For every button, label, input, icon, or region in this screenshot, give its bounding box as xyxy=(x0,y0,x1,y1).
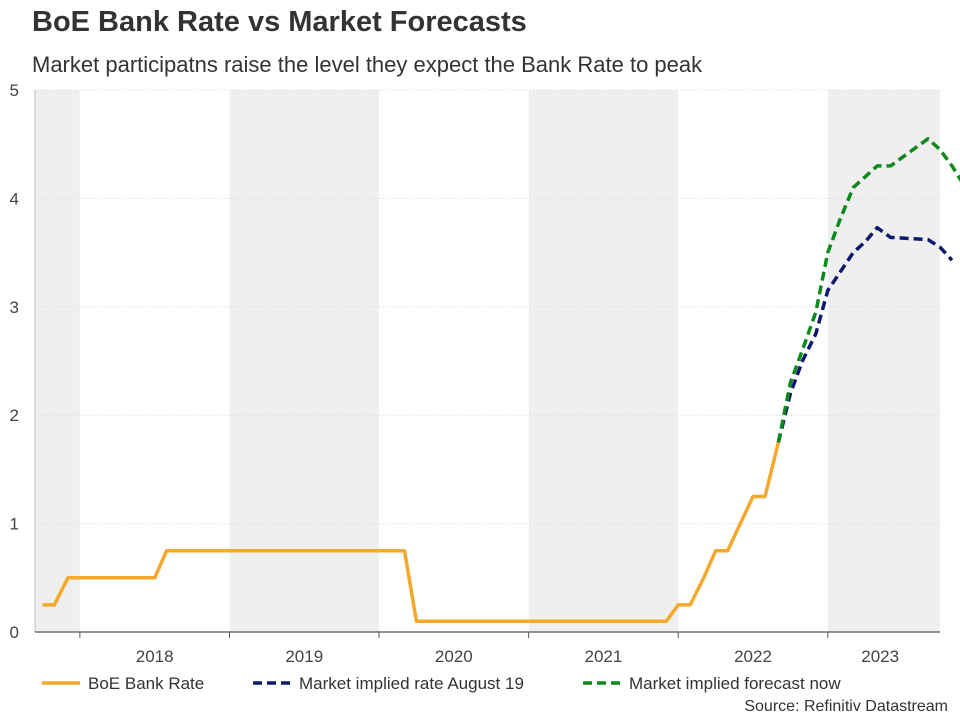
shaded-year-bands xyxy=(35,90,940,632)
series-line-market-implied-forecast-now xyxy=(776,137,960,443)
chart-title: BoE Bank Rate vs Market Forecasts xyxy=(32,6,527,38)
y-tick-label: 3 xyxy=(10,298,19,317)
x-tick-label: 2020 xyxy=(435,647,473,666)
y-tick-label: 1 xyxy=(10,515,19,534)
legend-label-2: Market implied forecast now xyxy=(629,674,841,693)
y-axis-tick-labels: 0 1 2 3 4 5 xyxy=(10,81,19,642)
chart-subtitle: Market participatns raise the level they… xyxy=(32,52,703,77)
series-lines xyxy=(42,137,960,623)
x-tick-label: 2023 xyxy=(861,647,899,666)
legend: BoE Bank Rate Market implied rate August … xyxy=(42,674,841,693)
x-tick-label: 2018 xyxy=(136,647,174,666)
x-tick-label: 2022 xyxy=(734,647,772,666)
series-line-boe-bank-rate xyxy=(42,441,781,623)
x-tick-label: 2021 xyxy=(585,647,623,666)
y-tick-label: 5 xyxy=(10,81,19,100)
y-tick-label: 4 xyxy=(10,189,19,208)
legend-label-0: BoE Bank Rate xyxy=(88,674,204,693)
shaded-band-2 xyxy=(528,90,679,632)
x-axis: 2018 2019 2020 2021 2022 2023 xyxy=(35,631,940,666)
shaded-band-0 xyxy=(35,90,80,632)
legend-label-1: Market implied rate August 19 xyxy=(299,674,524,693)
y-tick-label: 0 xyxy=(10,623,19,642)
y-tick-label: 2 xyxy=(10,406,19,425)
shaded-band-3 xyxy=(827,90,940,632)
source-note: Source: Refinitiv Datastream xyxy=(744,698,948,715)
shaded-band-1 xyxy=(229,90,380,632)
x-tick-label: 2019 xyxy=(285,647,323,666)
series-line-market-implied-rate-august-19 xyxy=(776,225,954,443)
